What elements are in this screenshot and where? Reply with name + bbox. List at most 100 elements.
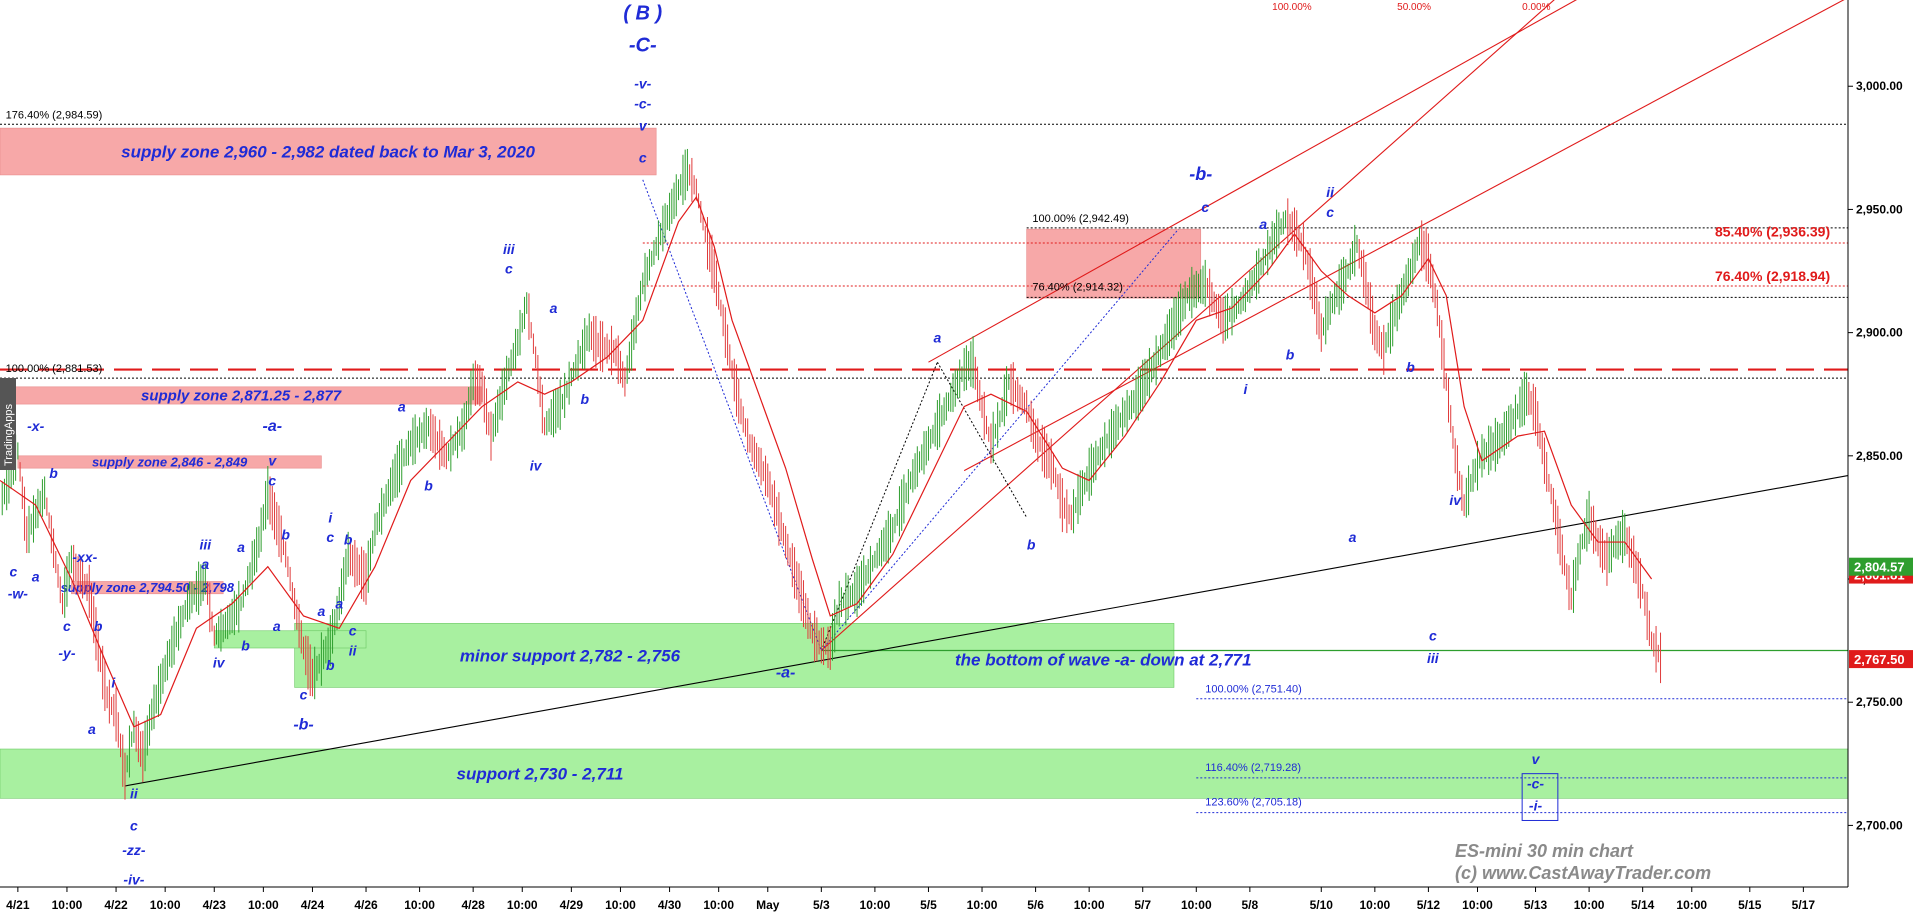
chart-title: ES-mini 30 min chart	[1455, 841, 1634, 861]
fib-level-label: 100.00% (2,942.49)	[1032, 213, 1129, 225]
wave-label: c	[1326, 204, 1334, 220]
price-badge-label: 2,804.57	[1854, 560, 1905, 575]
wave-label: v	[268, 453, 277, 469]
x-tick-label: 10:00	[860, 898, 891, 912]
wave-label: -x-	[27, 418, 44, 434]
labels-layer: 176.40% (2,984.59) 100.00% (2,881.53) 100.…	[6, 2, 1830, 888]
watermark-box	[0, 378, 16, 470]
trendline	[124, 474, 1849, 787]
target-box	[1521, 773, 1559, 821]
x-tick-label: 5/14	[1631, 898, 1655, 912]
x-tick-label: 10:00	[1574, 898, 1605, 912]
wave-label: i	[111, 674, 116, 690]
wave-label: b	[49, 465, 58, 481]
wave-label: c	[326, 529, 334, 545]
x-tick-label: 5/6	[1027, 898, 1044, 912]
wave-label: b	[281, 527, 290, 543]
x-tick-label: 5/10	[1310, 898, 1334, 912]
fib-level-label-red: 76.40% (2,918.94)	[1715, 268, 1830, 284]
x-tick-label: 10:00	[1462, 898, 1493, 912]
price-badge	[1849, 650, 1913, 669]
zone-rect	[71, 581, 224, 595]
wave-label: a	[273, 618, 281, 634]
y-tick-label: 3,000.00	[1856, 79, 1903, 93]
x-tick-label: May	[756, 898, 780, 912]
wave-label: a	[237, 539, 245, 555]
wave-label: v	[1532, 751, 1541, 767]
wave-label: a	[1349, 529, 1357, 545]
wave-label: ii	[1326, 184, 1335, 200]
wave-label: a	[32, 568, 40, 584]
wave-label: b	[580, 391, 589, 407]
wave-label: -w-	[8, 586, 29, 602]
y-tick-label: 2,900.00	[1856, 326, 1903, 340]
wave-label: i	[1243, 381, 1248, 397]
wave-label: a	[88, 721, 96, 737]
y-tick-label: 2,850.00	[1856, 449, 1903, 463]
wave-label: c	[505, 260, 513, 276]
x-tick-label: 4/23	[203, 898, 227, 912]
x-tick-label: 10:00	[703, 898, 734, 912]
wave-path-dotted	[820, 228, 1179, 651]
wave-label: a	[933, 329, 941, 345]
x-tick-label: 10:00	[52, 898, 83, 912]
wave-label: b	[1406, 359, 1415, 375]
wave-label: a	[201, 556, 209, 572]
wave-label: -y-	[58, 645, 75, 661]
wave-label: b	[326, 657, 335, 673]
wave-label: i	[328, 509, 333, 525]
zones-layer: supply zone 2,960 - 2,982 dated back to …	[0, 127, 1849, 799]
trendline	[820, 0, 1555, 651]
wave-label: c	[1201, 199, 1209, 215]
wave-label: b	[424, 477, 433, 493]
zone-label: supply zone 2,871.25 - 2,877	[141, 388, 342, 405]
wave-label: c	[130, 817, 138, 833]
wave-label: b	[1027, 536, 1036, 552]
x-tick-label: 5/8	[1242, 898, 1259, 912]
x-tick-label: 5/5	[920, 898, 937, 912]
watermark: TradingApps	[0, 378, 16, 470]
fib-extension-label: 116.40% (2,719.28)	[1205, 762, 1301, 774]
pitchfork-label: 100.00%	[1272, 2, 1312, 13]
x-tick-label: 4/21	[6, 898, 30, 912]
x-tick-label: 10:00	[507, 898, 538, 912]
y-tick-label: 2,700.00	[1856, 818, 1903, 832]
price-badge-label: 2,767.50	[1854, 652, 1905, 667]
x-tick-label: 10:00	[248, 898, 279, 912]
wave-label: -b-	[1189, 164, 1212, 184]
wave-label: iii	[503, 241, 516, 257]
x-tick-label: 10:00	[1181, 898, 1212, 912]
x-tick-label: 5/13	[1524, 898, 1548, 912]
x-tick-label: 5/7	[1134, 898, 1151, 912]
fib-level-label: 176.40% (2,984.59)	[6, 109, 103, 121]
wave-label: -a-	[263, 418, 283, 435]
x-tick-label: 4/24	[301, 898, 325, 912]
wave-label: c	[63, 618, 71, 634]
wave-label: ii	[349, 642, 358, 658]
y-tick-label: 2,750.00	[1856, 695, 1903, 709]
x-tick-label: 10:00	[967, 898, 998, 912]
fib-level-label-red: 85.40% (2,936.39)	[1715, 224, 1830, 240]
wave-label: ( B )	[623, 3, 662, 25]
wave-label: iv	[213, 655, 226, 671]
zone-rect	[1026, 228, 1202, 299]
wave-label: -c-	[1527, 775, 1544, 791]
zone-rect	[213, 630, 367, 649]
wave-label: b	[94, 618, 103, 634]
wave-label: -xx-	[72, 549, 97, 565]
wave-path-dotted	[936, 361, 1028, 518]
trendline	[928, 0, 1578, 363]
wave-label: c	[639, 150, 647, 166]
x-tick-label: 5/12	[1417, 898, 1441, 912]
x-tick-label: 5/17	[1792, 898, 1816, 912]
pitchfork-label: 0.00%	[1522, 2, 1550, 13]
x-tick-label: 10:00	[404, 898, 435, 912]
pitchfork-label: 50.00%	[1397, 2, 1431, 13]
price-badge	[1849, 557, 1913, 576]
wave-label: -i-	[1529, 798, 1543, 814]
fib-level-label: 76.40% (2,914.32)	[1032, 282, 1123, 294]
zone-rect	[0, 748, 1849, 799]
wave-label: iv	[530, 458, 543, 474]
wave-label: b	[241, 637, 250, 653]
